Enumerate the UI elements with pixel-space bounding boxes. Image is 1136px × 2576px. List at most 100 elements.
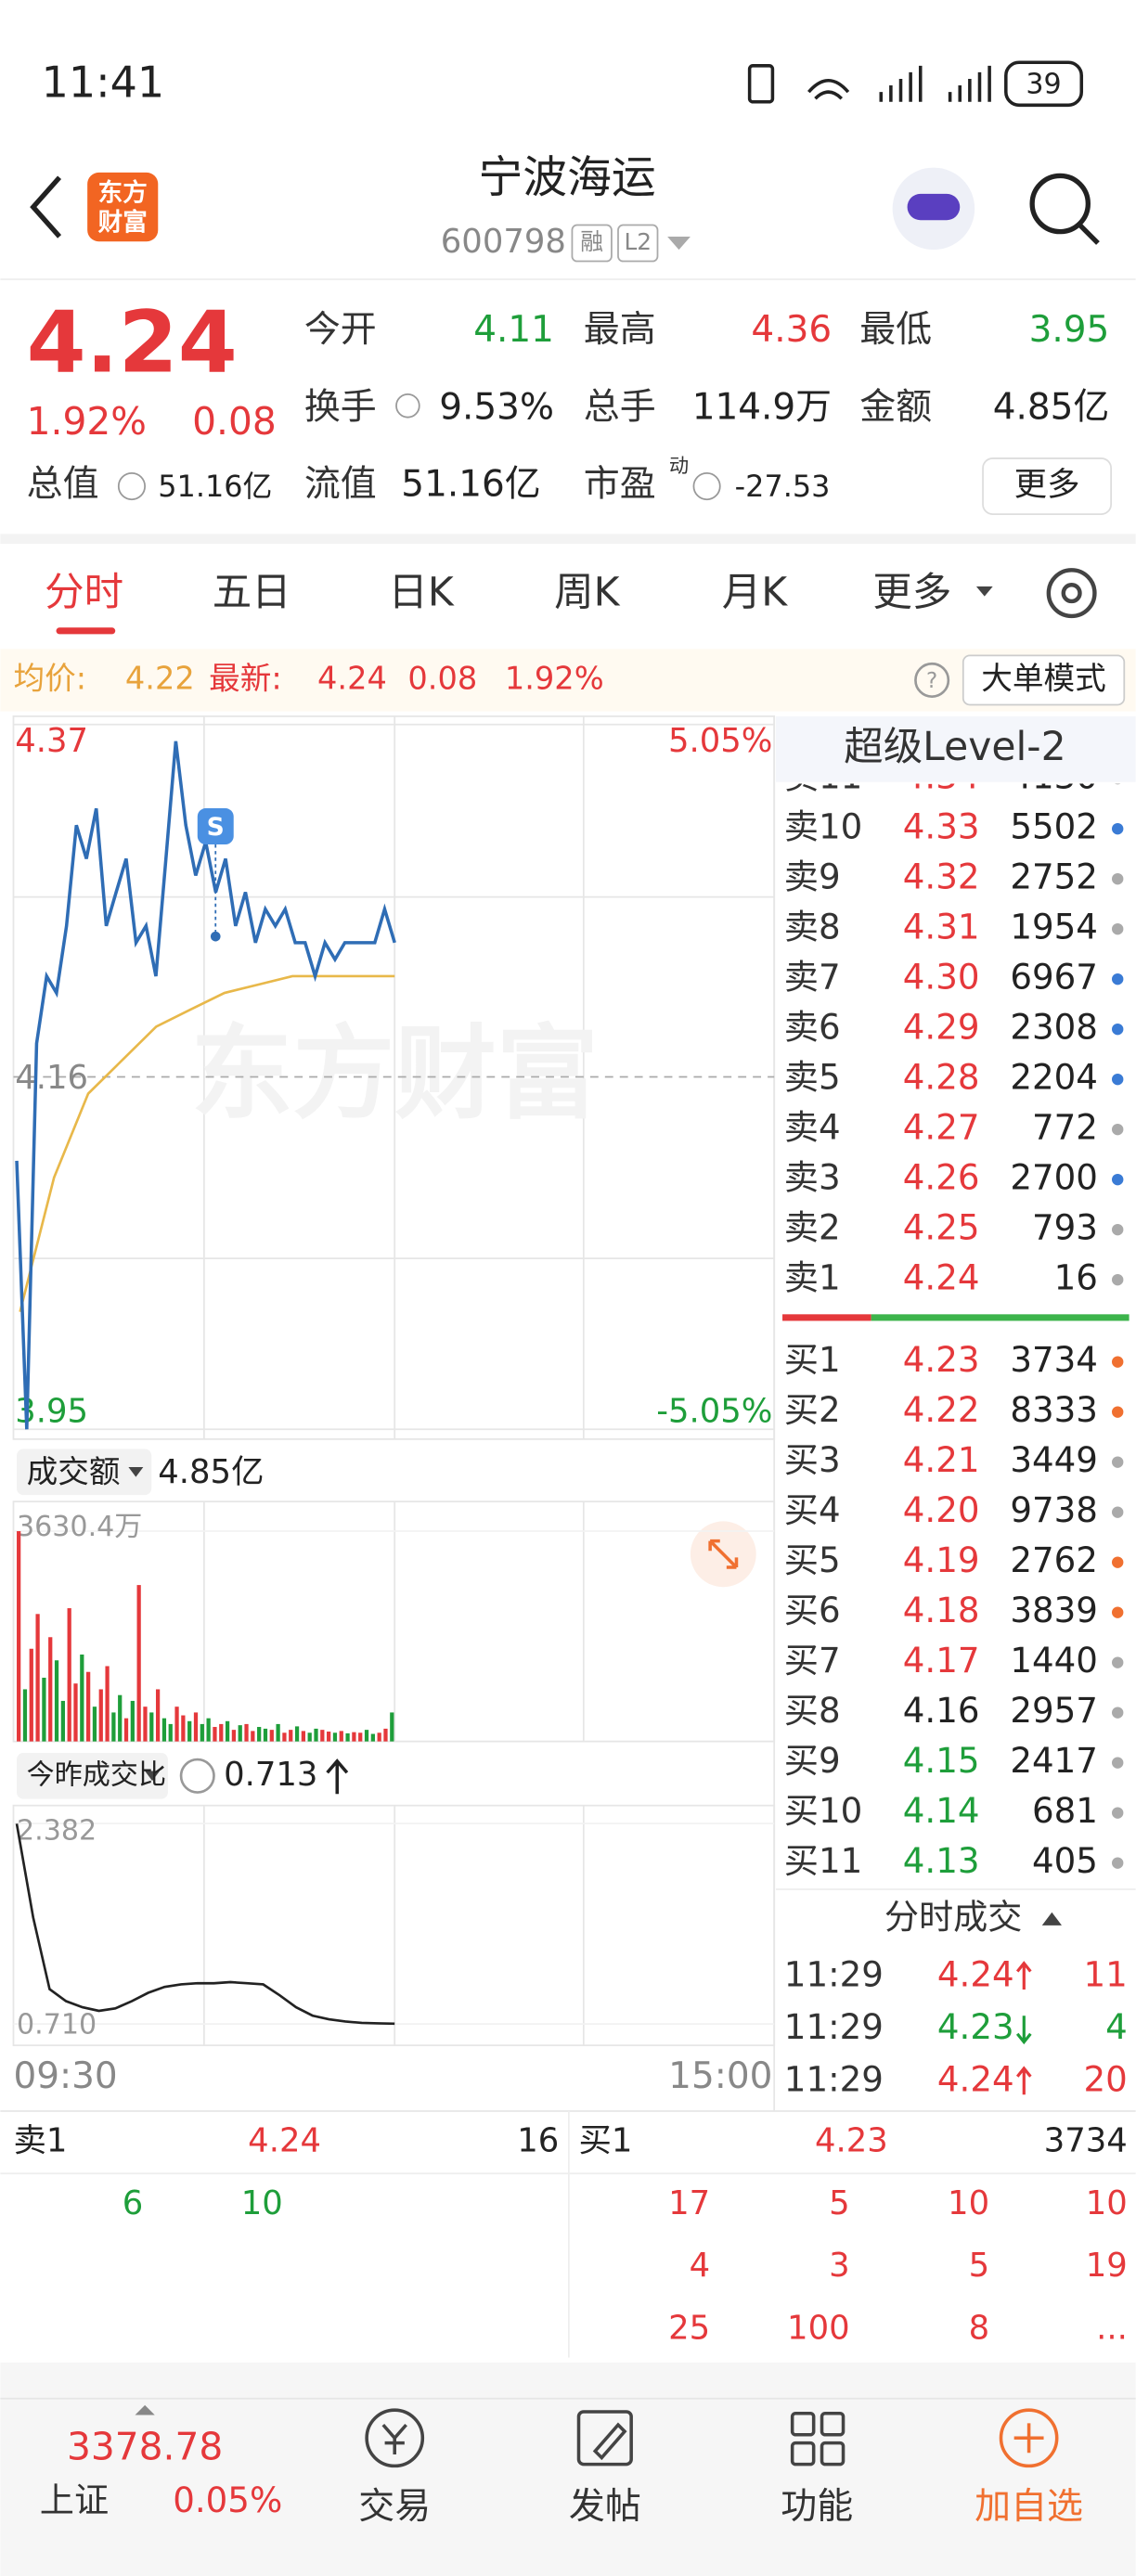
ratio-selector[interactable] <box>17 1753 168 1799</box>
tab[interactable]: 更多 <box>872 570 951 615</box>
search-button[interactable] <box>1029 173 1100 245</box>
ask-strength <box>782 1314 871 1321</box>
trade-icon[interactable] <box>365 2408 425 2468</box>
volume-bar <box>98 1689 103 1742</box>
section-gap <box>0 534 1136 545</box>
yen-mark <box>381 2423 407 2454</box>
y-tick-label: 2.382 <box>17 1815 97 1848</box>
tab[interactable]: 分时 <box>45 570 123 615</box>
mode-label[interactable]: 大单模式 <box>981 660 1106 696</box>
post-icon[interactable] <box>576 2410 633 2467</box>
volume-bar <box>213 1727 217 1742</box>
book-label: 卖8 <box>784 907 841 947</box>
function-icon[interactable] <box>790 2411 816 2437</box>
volume-bar <box>168 1723 173 1742</box>
book-label: 买11 <box>784 1840 862 1881</box>
book-label: 卖5 <box>784 1057 841 1098</box>
mode-button[interactable] <box>962 654 1126 706</box>
book-dot <box>1112 1223 1124 1236</box>
volume-selector[interactable] <box>17 1449 152 1496</box>
book-volume: 681 <box>1032 1790 1098 1831</box>
book-price: 4.15 <box>903 1740 980 1781</box>
book-price: 4.33 <box>903 806 980 847</box>
volume-bar <box>29 1648 33 1742</box>
more-label[interactable]: 更多 <box>1014 466 1080 504</box>
field-value: 51.16亿 <box>158 469 272 504</box>
tab[interactable]: 五日 <box>213 570 291 615</box>
wifi-icon <box>807 78 850 100</box>
book-dot <box>1112 1606 1124 1618</box>
nav-item[interactable]: 加自选 <box>975 2486 1083 2528</box>
book-price: 4.21 <box>903 1439 980 1480</box>
book-label: 买4 <box>784 1489 841 1530</box>
tab[interactable]: 月K <box>722 570 788 615</box>
volume-bar <box>54 1660 59 1742</box>
volume-bar <box>276 1723 280 1742</box>
book-label: 卖11 <box>784 756 862 797</box>
nav-item[interactable]: 发帖 <box>569 2486 641 2528</box>
queue-order: 10 <box>948 2184 989 2222</box>
nav-item[interactable]: 功能 <box>781 2486 853 2528</box>
dropdown-arrow[interactable] <box>667 236 691 251</box>
book-volume: 1954 <box>1010 907 1098 947</box>
volume-bar <box>187 1720 192 1742</box>
book-volume: 3449 <box>1010 1439 1098 1480</box>
time-label: 15:00 <box>668 2055 772 2097</box>
tab[interactable]: 日K <box>388 570 454 615</box>
signal-icon <box>879 65 923 102</box>
back-button[interactable] <box>30 175 62 238</box>
change: 0.08 <box>192 399 277 444</box>
field-value: -27.53 <box>735 469 831 504</box>
trades-title: 分时成交 <box>884 1896 1023 1937</box>
more-tab-arrow <box>975 586 993 597</box>
book-dot <box>1115 783 1121 785</box>
info-bar <box>0 649 1136 712</box>
help-icon[interactable] <box>914 662 950 698</box>
more-button[interactable] <box>982 457 1113 516</box>
index-toggle[interactable] <box>135 2404 155 2415</box>
volume-bar <box>35 1614 40 1742</box>
settings-button[interactable] <box>1046 568 1097 619</box>
book-volume: 2204 <box>1010 1057 1098 1098</box>
volume-bar <box>130 1700 135 1742</box>
volume-bar <box>294 1726 300 1742</box>
add-watch-icon[interactable] <box>999 2408 1059 2468</box>
volume-bar <box>364 1730 369 1742</box>
book-price: 4.25 <box>903 1207 980 1248</box>
field-value: 51.16亿 <box>401 464 540 506</box>
pencil <box>592 2422 627 2461</box>
volume-bar <box>67 1608 71 1742</box>
volume-bar <box>193 1712 199 1742</box>
vibrate-icon <box>747 64 775 104</box>
detail-label: 卖1 <box>13 2122 67 2160</box>
function-icon <box>820 2441 846 2467</box>
book-dot <box>1112 1406 1124 1418</box>
tag-box <box>571 224 613 263</box>
marker-badge[interactable] <box>197 808 234 844</box>
volume-bar <box>155 1689 161 1742</box>
marker-label: S <box>207 813 225 842</box>
volume-bar <box>314 1728 318 1742</box>
queue-order: 3 <box>829 2247 850 2285</box>
book-dot <box>1112 1807 1124 1819</box>
volume-bar <box>42 1677 46 1742</box>
book-volume: 8333 <box>1010 1389 1098 1430</box>
nav-item[interactable]: 交易 <box>358 2486 431 2528</box>
volume-bar <box>200 1723 204 1742</box>
book-price: 4.26 <box>903 1157 980 1198</box>
help-icon[interactable] <box>179 1758 215 1794</box>
order-book: 卖11 4.34 4130 卖10 4.33 5502 卖9 4.32 2752 卖8 4.31 19… <box>784 756 1124 1881</box>
book-dot <box>1112 1173 1124 1186</box>
volume-bar <box>219 1723 224 1742</box>
volume-bar <box>383 1728 388 1742</box>
detail-price: 4.23 <box>815 2122 888 2160</box>
book-dot <box>1112 1757 1124 1769</box>
book-label: 买10 <box>784 1790 862 1831</box>
book-volume: 5502 <box>1010 806 1098 847</box>
info-icon <box>692 471 721 501</box>
index-value[interactable]: 3378.78 <box>67 2425 223 2469</box>
bid-strength <box>871 1314 1130 1321</box>
trade-time: 11:29 <box>784 2006 884 2047</box>
tab[interactable]: 周K <box>554 570 620 615</box>
